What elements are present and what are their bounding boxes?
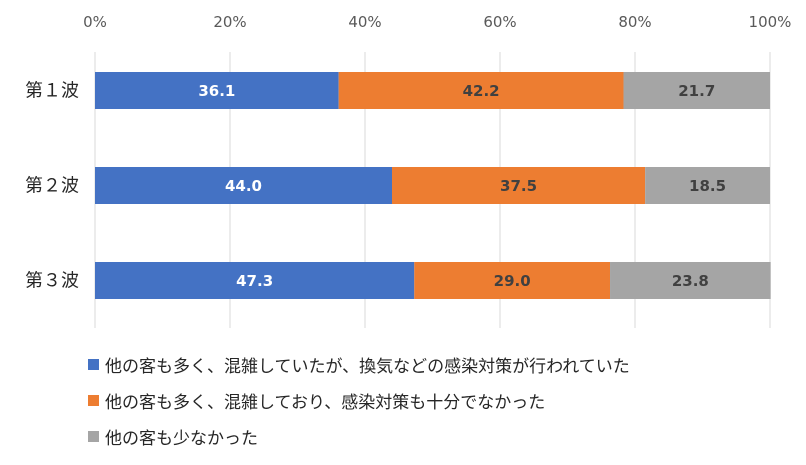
legend-label: 他の客も少なかった	[105, 429, 258, 449]
bar-segment	[95, 72, 339, 109]
legend-swatch	[88, 359, 99, 370]
legend-swatch	[88, 395, 99, 406]
legend-label: 他の客も多く、混雑しており、感染対策も十分でなかった	[105, 393, 546, 413]
category-label: 第２波	[25, 176, 79, 197]
bar-segment	[95, 262, 415, 299]
x-tick-label: 80%	[618, 13, 651, 31]
data-label: 21.7	[678, 82, 715, 100]
x-tick-label: 100%	[749, 13, 792, 31]
bar-segment	[414, 262, 611, 299]
legend-item: 他の客も多く、混雑しており、感染対策も十分でなかった	[88, 388, 545, 413]
bar-segment	[623, 72, 770, 109]
data-label: 47.3	[236, 272, 273, 290]
legend-item: 他の客も多く、混雑していたが、換気などの感染対策が行われていた	[88, 352, 630, 377]
data-label: 37.5	[500, 177, 537, 195]
legend-swatch	[88, 431, 99, 442]
data-label: 42.2	[463, 82, 500, 100]
bar-segment	[95, 167, 392, 204]
bar-segment	[338, 72, 624, 109]
category-label: 第３波	[25, 271, 79, 292]
bar-segment	[610, 262, 771, 299]
x-tick-label: 40%	[348, 13, 381, 31]
bar-segment	[392, 167, 646, 204]
data-label: 23.8	[672, 272, 709, 290]
x-tick-label: 0%	[83, 13, 107, 31]
data-label: 44.0	[225, 177, 262, 195]
data-label: 29.0	[494, 272, 531, 290]
data-label: 36.1	[198, 82, 235, 100]
x-tick-label: 20%	[213, 13, 246, 31]
bar-segment	[645, 167, 770, 204]
data-label: 18.5	[689, 177, 726, 195]
legend-label: 他の客も多く、混雑していたが、換気などの感染対策が行われていた	[105, 357, 630, 377]
x-tick-label: 60%	[483, 13, 516, 31]
legend-item: 他の客も少なかった	[88, 424, 258, 449]
category-label: 第１波	[25, 81, 79, 102]
